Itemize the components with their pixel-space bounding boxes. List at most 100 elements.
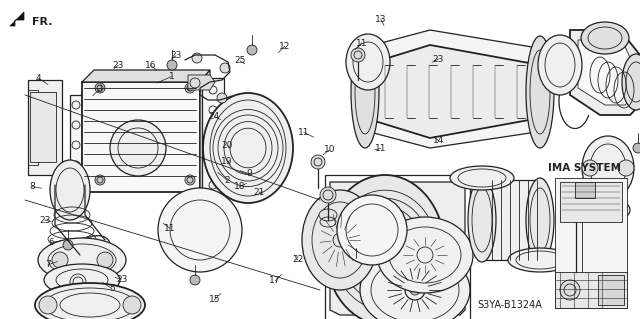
Bar bbox=[555, 272, 627, 308]
Ellipse shape bbox=[508, 248, 572, 272]
Text: 12: 12 bbox=[279, 42, 291, 51]
Ellipse shape bbox=[526, 178, 554, 262]
Text: 20: 20 bbox=[221, 141, 233, 150]
Ellipse shape bbox=[538, 35, 582, 95]
Polygon shape bbox=[10, 12, 24, 26]
Ellipse shape bbox=[325, 175, 445, 319]
Bar bbox=[575, 182, 595, 198]
Text: 19: 19 bbox=[221, 157, 233, 166]
Text: 23: 23 bbox=[433, 55, 444, 63]
Text: 13: 13 bbox=[375, 15, 387, 24]
Text: 11: 11 bbox=[375, 144, 387, 153]
Text: 3: 3 bbox=[97, 85, 102, 94]
Bar bbox=[560, 182, 622, 222]
Ellipse shape bbox=[450, 166, 514, 190]
Ellipse shape bbox=[38, 238, 126, 282]
Text: 14: 14 bbox=[433, 136, 444, 145]
Circle shape bbox=[247, 45, 257, 55]
Circle shape bbox=[560, 280, 580, 300]
Text: 9: 9 bbox=[247, 169, 252, 178]
Text: 5: 5 bbox=[109, 284, 115, 293]
Circle shape bbox=[582, 160, 598, 176]
Text: 4: 4 bbox=[36, 74, 41, 83]
Ellipse shape bbox=[319, 209, 337, 221]
Polygon shape bbox=[82, 70, 210, 82]
Polygon shape bbox=[330, 182, 465, 315]
Polygon shape bbox=[365, 45, 540, 138]
Polygon shape bbox=[200, 70, 210, 192]
Circle shape bbox=[185, 175, 195, 185]
Circle shape bbox=[39, 296, 57, 314]
Text: 21: 21 bbox=[253, 189, 265, 197]
Circle shape bbox=[220, 63, 230, 73]
Text: 16: 16 bbox=[145, 61, 156, 70]
Text: 23: 23 bbox=[113, 61, 124, 70]
Text: 23: 23 bbox=[116, 275, 127, 284]
Text: S3YA-B1324A: S3YA-B1324A bbox=[477, 300, 543, 310]
Ellipse shape bbox=[582, 136, 634, 200]
Polygon shape bbox=[570, 30, 640, 115]
Ellipse shape bbox=[158, 188, 242, 272]
Polygon shape bbox=[188, 75, 215, 90]
Circle shape bbox=[190, 275, 200, 285]
Circle shape bbox=[63, 240, 73, 250]
Bar bbox=[598, 275, 624, 305]
Text: 15: 15 bbox=[209, 295, 220, 304]
Bar bbox=[30, 92, 56, 162]
Circle shape bbox=[123, 296, 141, 314]
Text: 23: 23 bbox=[170, 51, 182, 60]
Polygon shape bbox=[355, 30, 550, 148]
Circle shape bbox=[410, 285, 420, 295]
Ellipse shape bbox=[377, 217, 473, 293]
Ellipse shape bbox=[50, 160, 90, 220]
Circle shape bbox=[167, 60, 177, 70]
Ellipse shape bbox=[586, 198, 630, 222]
Circle shape bbox=[217, 93, 227, 103]
Ellipse shape bbox=[44, 264, 120, 296]
Circle shape bbox=[95, 175, 105, 185]
Circle shape bbox=[97, 252, 113, 268]
Ellipse shape bbox=[110, 120, 166, 176]
Text: 7: 7 bbox=[45, 260, 51, 269]
Text: 23: 23 bbox=[39, 216, 51, 225]
Ellipse shape bbox=[337, 195, 407, 265]
Circle shape bbox=[355, 245, 369, 259]
Ellipse shape bbox=[622, 54, 640, 110]
Text: 25: 25 bbox=[234, 56, 246, 65]
Circle shape bbox=[351, 48, 365, 62]
Polygon shape bbox=[70, 95, 82, 175]
Text: 18: 18 bbox=[234, 182, 246, 191]
Circle shape bbox=[185, 83, 195, 93]
Circle shape bbox=[192, 53, 202, 63]
Bar bbox=[555, 178, 627, 308]
Text: 10: 10 bbox=[324, 145, 335, 154]
Text: 6: 6 bbox=[49, 238, 54, 247]
Ellipse shape bbox=[346, 34, 390, 90]
Polygon shape bbox=[578, 40, 632, 105]
Circle shape bbox=[95, 83, 105, 93]
Ellipse shape bbox=[351, 36, 379, 148]
Text: 11: 11 bbox=[356, 39, 367, 48]
Ellipse shape bbox=[581, 22, 629, 54]
Text: FR.: FR. bbox=[32, 17, 52, 27]
Circle shape bbox=[633, 143, 640, 153]
Text: 22: 22 bbox=[292, 256, 303, 264]
Text: 1: 1 bbox=[169, 72, 174, 81]
Text: 17: 17 bbox=[269, 276, 281, 285]
Text: 11: 11 bbox=[164, 224, 175, 233]
Bar bbox=[202, 78, 224, 193]
Ellipse shape bbox=[70, 236, 110, 268]
Ellipse shape bbox=[302, 190, 378, 290]
Polygon shape bbox=[482, 180, 540, 260]
Polygon shape bbox=[28, 80, 62, 175]
Ellipse shape bbox=[526, 36, 554, 148]
Text: 24: 24 bbox=[209, 112, 220, 121]
Bar bbox=[325, 175, 470, 319]
Circle shape bbox=[320, 187, 336, 203]
Ellipse shape bbox=[203, 93, 293, 203]
Ellipse shape bbox=[35, 283, 145, 319]
Text: IMA SYSTEM: IMA SYSTEM bbox=[548, 163, 621, 173]
Ellipse shape bbox=[468, 178, 496, 262]
Circle shape bbox=[618, 160, 634, 176]
Text: 11: 11 bbox=[298, 128, 310, 137]
